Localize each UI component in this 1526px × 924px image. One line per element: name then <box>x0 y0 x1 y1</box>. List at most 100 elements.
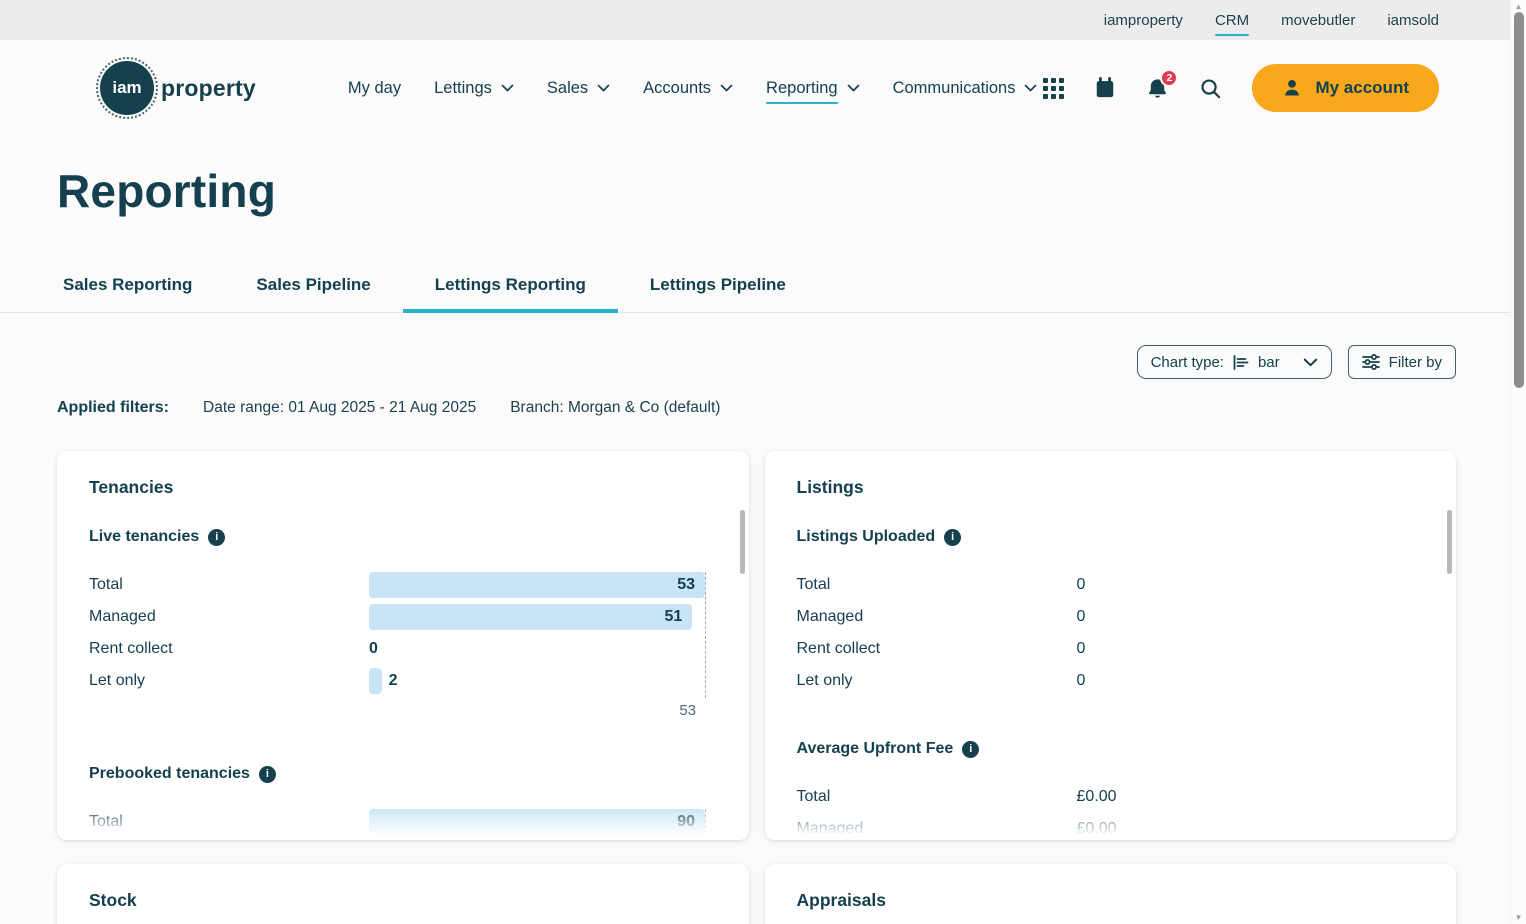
bar-area: 0 <box>369 636 705 662</box>
chevron-down-icon <box>1025 84 1037 92</box>
applied-filter-branch: Branch: Morgan & Co (default) <box>510 399 721 416</box>
chart-row: Total £0.00 <box>797 784 1413 810</box>
logo-circle: iam <box>100 61 154 115</box>
notification-badge: 2 <box>1160 68 1179 87</box>
topbar-link-iamproperty[interactable]: iamproperty <box>1103 11 1183 29</box>
apps-grid-icon[interactable] <box>1043 77 1065 99</box>
filter-by-button[interactable]: Filter by <box>1347 345 1456 379</box>
tab-lettings-pipeline[interactable]: Lettings Pipeline <box>649 275 786 294</box>
iamproperty-logo[interactable]: iam property <box>96 57 256 119</box>
primary-nav: My day Lettings Sales Accounts Reporting… <box>347 78 1038 104</box>
row-value: £0.00 <box>1076 820 1117 837</box>
chart-type-dropdown[interactable]: Chart type: bar <box>1136 345 1332 379</box>
row-value: 0 <box>1076 608 1086 625</box>
nav-item-sales[interactable]: Sales <box>547 79 610 98</box>
chart-row: Managed £0.00 <box>797 816 1413 840</box>
bar-chart-icon <box>1233 354 1249 370</box>
section-title: Average Upfront Fee <box>796 740 954 757</box>
listings-uploaded-values: Total 0 Managed 0 Rent collect 0 Let only 0 <box>797 572 1413 694</box>
calendar-icon[interactable] <box>1094 77 1116 99</box>
my-account-label: My account <box>1315 78 1409 97</box>
card-scrollbar-thumb[interactable] <box>739 510 745 574</box>
section-live-tenancies: Live tenancies i <box>89 528 717 546</box>
chevron-down-icon <box>597 84 610 92</box>
chevron-down-icon <box>501 84 514 92</box>
section-title: Listings Uploaded <box>796 528 936 545</box>
logo-wordmark: property <box>161 74 256 101</box>
topbar-link-crm[interactable]: CRM <box>1214 11 1250 36</box>
tab-lettings-reporting[interactable]: Lettings Reporting <box>402 260 618 313</box>
card-title: Stock <box>89 890 137 910</box>
page-scrollbar-thumb[interactable] <box>1514 12 1524 388</box>
chart-row: Let only 2 <box>89 668 705 694</box>
logo-dotted-ring <box>96 57 158 119</box>
row-value: 90 <box>677 813 695 830</box>
tab-sales-reporting[interactable]: Sales Reporting <box>63 275 193 294</box>
bar-area: 51 <box>369 604 705 630</box>
scroll-down-arrow[interactable]: ▼ <box>1514 913 1523 922</box>
report-cards-grid: Tenancies Live tenancies i Total 53 Manage… <box>57 451 1456 924</box>
bar: 90 <box>369 809 705 835</box>
scroll-up-arrow[interactable]: ▲ <box>1514 2 1523 11</box>
my-account-button[interactable]: My account <box>1252 64 1439 112</box>
row-value: 0 <box>1076 576 1086 593</box>
card-title: Listings <box>796 477 864 497</box>
row-label: Rent collect <box>796 640 881 657</box>
chart-type-prefix: Chart type: <box>1150 353 1224 371</box>
bar: 51 <box>369 604 693 630</box>
topbar-link-iamsold[interactable]: iamsold <box>1387 11 1439 29</box>
row-label: Total <box>796 788 831 805</box>
bar-area: 0 <box>1077 668 1413 694</box>
applied-filters-label: Applied filters: <box>57 399 170 416</box>
chart-row: Managed 0 <box>797 604 1413 630</box>
section-average-upfront-fee: Average Upfront Fee i <box>797 740 1425 758</box>
chart-type-value: bar <box>1257 353 1280 371</box>
info-icon[interactable]: i <box>258 765 276 783</box>
chart-row: Total 0 <box>797 572 1413 598</box>
applied-filter-date-range: Date range: 01 Aug 2025 - 21 Aug 2025 <box>203 399 477 416</box>
bar-area: 2 <box>369 668 705 694</box>
apps-grid-glyph <box>1043 77 1065 99</box>
report-content: Chart type: bar Filter by Applied filter… <box>0 345 1526 924</box>
row-value: 0 <box>1076 640 1086 657</box>
tab-sales-pipeline[interactable]: Sales Pipeline <box>256 275 371 294</box>
average-upfront-fee-values: Total £0.00 Managed £0.00 <box>797 784 1413 840</box>
nav-item-communications[interactable]: Communications <box>893 79 1038 98</box>
nav-item-my-day[interactable]: My day <box>347 78 402 97</box>
card-scrollbar-thumb[interactable] <box>1447 510 1452 574</box>
stock-card: Stock <box>57 864 749 924</box>
search-icon[interactable] <box>1199 77 1222 100</box>
row-label: Managed <box>89 608 156 625</box>
live-tenancies-chart: Total 53 Managed 51 Rent collect 0 Let only 2 <box>89 572 706 698</box>
nav-item-reporting[interactable]: Reporting <box>766 79 860 104</box>
page-scrollbar[interactable]: ▲ ▼ <box>1510 0 1526 924</box>
chevron-down-icon <box>847 84 859 92</box>
row-value: 0 <box>369 640 378 657</box>
row-value: 53 <box>677 576 695 593</box>
row-value: 51 <box>664 608 683 625</box>
report-tabs: Sales Reporting Sales Pipeline Lettings … <box>0 260 1526 313</box>
nav-item-lettings[interactable]: Lettings <box>434 79 514 98</box>
chart-row: Managed 51 <box>89 604 705 630</box>
info-icon[interactable]: i <box>944 528 962 546</box>
bar-area: 0 <box>1077 636 1413 662</box>
bar-area: £0.00 <box>1077 784 1413 810</box>
chart-row: Total 53 <box>89 572 705 598</box>
row-label: Rent collect <box>89 640 173 657</box>
row-label: Managed <box>796 820 864 837</box>
chevron-down-icon <box>720 84 733 92</box>
topbar-link-movebutler[interactable]: movebutler <box>1281 11 1356 29</box>
nav-item-accounts[interactable]: Accounts <box>643 79 733 98</box>
row-label: Let only <box>796 672 853 689</box>
notifications-bell-icon[interactable]: 2 <box>1146 68 1179 100</box>
info-icon[interactable]: i <box>208 528 226 546</box>
row-label: Let only <box>89 672 146 689</box>
person-icon <box>1285 80 1300 96</box>
bar-area: 90 <box>369 809 705 835</box>
row-label: Managed <box>796 608 864 625</box>
info-icon[interactable]: i <box>962 740 980 758</box>
row-label: Total <box>796 576 831 593</box>
appraisals-card: Appraisals <box>764 864 1456 924</box>
bar <box>369 668 382 694</box>
